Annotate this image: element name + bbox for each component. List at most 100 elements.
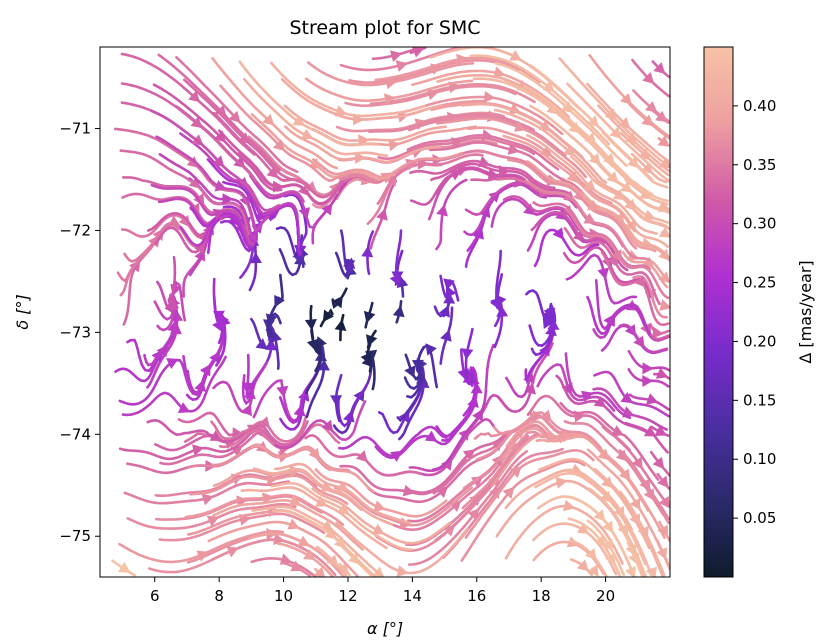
streamline-arrow <box>308 447 320 461</box>
streamline-arrow <box>602 520 614 533</box>
streamline-arrow <box>292 114 305 126</box>
streamline-arrow <box>509 50 522 61</box>
streamline-arrow <box>545 324 557 337</box>
y-tick-label: −75 <box>59 527 91 545</box>
colorbar-tick-label: 0.35 <box>743 156 776 174</box>
streamline-arrow <box>615 449 628 462</box>
colorbar-tick-label: 0.15 <box>743 391 776 409</box>
streamline-arrow <box>186 156 199 168</box>
streamline-arrow <box>272 139 285 152</box>
streamline-arrow <box>212 208 225 220</box>
streamline-arrow <box>642 72 655 84</box>
streamline-arrow <box>642 362 654 375</box>
streamline-arrow <box>388 139 401 152</box>
streamline-arrow <box>411 359 424 371</box>
streamline-arrow <box>372 523 385 535</box>
streamline-arrow <box>228 110 241 123</box>
streamline-arrow <box>192 444 204 456</box>
streamline-arrow <box>354 151 366 164</box>
streamline-arrow <box>412 47 425 58</box>
streamline-arrow <box>165 297 177 310</box>
streamline-arrow <box>462 449 476 461</box>
streamline-arrow <box>587 199 600 211</box>
streamline-arrow <box>289 464 301 477</box>
streamline-arrow <box>326 554 339 567</box>
colorbar-tick-label: 0.20 <box>743 332 776 350</box>
streamline-arrow <box>334 319 347 331</box>
y-tick-label: −72 <box>59 221 91 239</box>
y-tick-label: −74 <box>59 425 91 443</box>
streamline-arrow <box>481 129 494 141</box>
streamline-arrow <box>385 77 398 90</box>
streamline-arrow <box>612 189 626 201</box>
streamline-arrow <box>587 115 599 128</box>
streamline-arrow <box>552 227 564 240</box>
streamline-arrow <box>601 538 613 552</box>
streamline-arrow <box>645 101 658 113</box>
streamline-arrow <box>201 493 214 506</box>
streamline-arrow <box>561 382 573 395</box>
streamline-arrow <box>573 189 585 202</box>
streamline-arrow <box>330 395 343 407</box>
streamline-arrow <box>445 285 457 299</box>
streamline-arrow <box>168 215 181 227</box>
streamline-arrow <box>196 550 209 562</box>
streamline-arrow <box>212 319 224 332</box>
streamline-arrow <box>657 524 668 538</box>
streamline-arrow <box>509 466 522 478</box>
streamline-arrow <box>240 403 252 417</box>
streamline-arrow <box>376 208 388 221</box>
streamline-arrow <box>320 480 333 493</box>
streamline-arrow <box>594 534 606 548</box>
streamline-arrow <box>507 143 520 155</box>
streamline-arrow <box>629 513 640 526</box>
streamline-arrow <box>258 416 271 429</box>
streamline-arrow <box>523 203 536 216</box>
streamline-arrow <box>560 101 573 114</box>
streamline-arrow <box>396 565 409 577</box>
colorbar-label: Δ [mas/year] <box>796 260 815 363</box>
streamline-arrow <box>619 468 631 481</box>
streamline-arrow <box>539 409 552 422</box>
streamline-arrow <box>588 153 601 166</box>
streamline-arrow <box>555 476 568 489</box>
colorbar-ticks: 0.05 0.10 0.15 0.20 0.25 0.30 0.35 0.40 <box>733 97 776 527</box>
streamline-arrow <box>587 564 599 577</box>
streamline-arrow <box>276 385 289 398</box>
streamline-arrow <box>241 382 254 394</box>
streamline-arrow <box>274 294 285 308</box>
streamline-arrow <box>322 309 334 323</box>
streamline-arrow <box>652 456 665 470</box>
streamline-arrow <box>652 326 664 339</box>
streamline-arrow <box>262 113 275 126</box>
streamline-arrow <box>461 348 474 360</box>
streamline-arrow <box>306 338 319 351</box>
streamline-arrow <box>395 60 408 72</box>
streamline-arrow <box>572 229 585 242</box>
streamline-arrow <box>287 518 300 530</box>
streamline-arrow <box>604 108 617 121</box>
streamline-arrow <box>597 267 609 280</box>
streamline-arrow <box>514 120 527 132</box>
streamline-arrow <box>293 404 306 417</box>
streamline-arrow <box>611 425 624 436</box>
colorbar-tick-label: 0.25 <box>743 274 776 292</box>
streamline-arrow <box>212 155 225 168</box>
x-tick-label: 16 <box>467 587 486 605</box>
streamline-arrow <box>472 408 483 422</box>
streamline-arrow <box>634 275 646 288</box>
streamline-arrow <box>568 121 581 134</box>
x-tick-label: 18 <box>532 587 551 605</box>
colorbar: 0.05 0.10 0.15 0.20 0.25 0.30 0.35 0.40 Δ [mas/… <box>703 46 815 578</box>
streamline-arrow <box>206 515 220 527</box>
streamline-arrow <box>659 299 670 311</box>
streamline-arrow <box>646 393 659 405</box>
streamline-arrow <box>620 391 633 404</box>
streamline-arrow <box>321 419 334 432</box>
streamline-arrow <box>392 305 405 318</box>
streamline-arrow <box>600 490 612 503</box>
streamlines-layer <box>111 47 670 577</box>
streamline-arrow <box>337 503 350 515</box>
streamline-arrow <box>266 473 278 486</box>
